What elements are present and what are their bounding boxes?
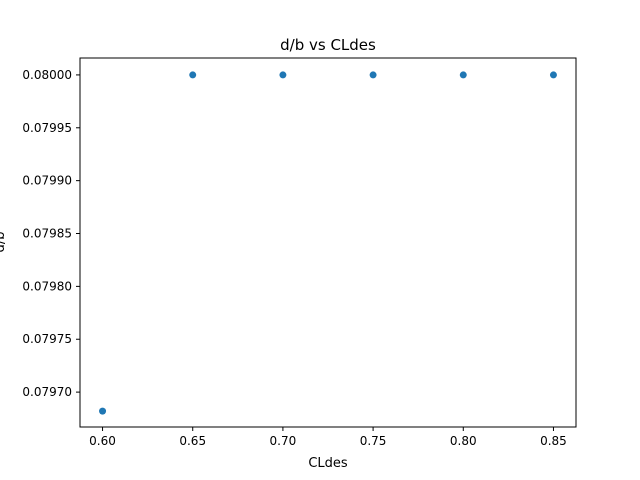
y-tick-label: 0.07970 (22, 385, 72, 399)
x-tick-label: 0.70 (270, 434, 297, 448)
data-point (189, 71, 197, 79)
y-axis: 0.07970 0.07975 0.07980 0.07985 0.07990 0.079… (22, 68, 80, 399)
x-axis-label: CLdes (308, 456, 348, 471)
chart-title: d/b vs CLdes (280, 36, 376, 54)
data-point (99, 407, 107, 415)
y-axis-label: d/b (0, 232, 8, 253)
data-point (369, 71, 377, 79)
data-point (459, 71, 467, 79)
y-tick-label: 0.08000 (22, 68, 72, 82)
x-tick-label: 0.65 (179, 434, 206, 448)
data-point (279, 71, 287, 79)
x-tick-label: 0.85 (540, 434, 567, 448)
x-tick-label: 0.75 (360, 434, 387, 448)
y-tick-label: 0.07980 (22, 279, 72, 293)
x-tick-label: 0.60 (89, 434, 116, 448)
y-tick-label: 0.07975 (22, 332, 72, 346)
data-points (99, 71, 557, 415)
x-tick-label: 0.80 (450, 434, 477, 448)
data-point (549, 71, 557, 79)
x-axis: 0.60 0.65 0.70 0.75 0.80 0.85 (89, 427, 567, 448)
plot-area (79, 57, 577, 428)
y-tick-label: 0.07985 (22, 227, 72, 241)
y-tick-label: 0.07990 (22, 174, 72, 188)
y-tick-label: 0.07995 (22, 121, 72, 135)
